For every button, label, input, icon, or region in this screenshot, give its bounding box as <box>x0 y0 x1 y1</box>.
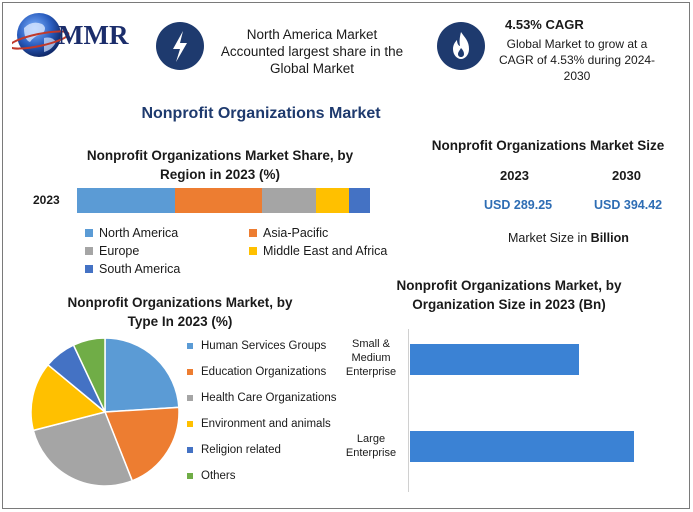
region-segment-2 <box>261 188 316 213</box>
size-year-2023: 2023 <box>500 168 529 183</box>
org-size-bar-1 <box>410 431 634 462</box>
size-unit-note: Market Size in Billion <box>508 231 629 245</box>
legend-swatch <box>187 447 193 453</box>
category-line: Small & <box>352 338 390 350</box>
market-size-title: Nonprofit Organizations Market Size <box>431 138 665 153</box>
globe-icon <box>12 13 70 57</box>
pie-slice-0 <box>104 337 180 413</box>
size-year-2030: 2030 <box>612 168 641 183</box>
type-legend-item: Others <box>187 470 236 482</box>
legend-label: Education Organizations <box>201 366 327 378</box>
legend-label: Others <box>201 470 236 482</box>
region-segment-4 <box>349 188 370 213</box>
type-legend-item: Human Services Groups <box>187 340 326 352</box>
pie-slice-5 <box>72 337 106 413</box>
legend-swatch <box>85 247 93 255</box>
category-line: Enterprise <box>345 447 397 459</box>
type-pie-chart <box>30 337 180 487</box>
legend-label: North America <box>99 226 179 240</box>
legend-label: Asia-Pacific <box>263 226 329 240</box>
legend-swatch <box>85 265 93 273</box>
region-legend-item: North America <box>85 226 178 240</box>
pie-slice-2 <box>32 411 134 487</box>
org-size-chart-title: Nonprofit Organizations Market, by Organ… <box>396 278 622 312</box>
size-value-2030: USD 394.42 <box>594 198 663 212</box>
legend-label: Europe <box>99 244 140 258</box>
header-north-america-text: North America Market Accounted largest s… <box>220 27 404 76</box>
type-legend-item: Environment and animals <box>187 418 331 430</box>
pie-slice-1 <box>103 406 180 482</box>
type-legend-item: Education Organizations <box>187 366 326 378</box>
legend-swatch <box>187 395 193 401</box>
legend-label: Middle East and Africa <box>263 244 388 258</box>
legend-swatch <box>187 473 193 479</box>
org-size-bar-0 <box>410 344 580 375</box>
cagr-text: Global Market to grow at a CAGR of 4.53%… <box>498 37 656 83</box>
region-segment-1 <box>175 188 262 213</box>
region-legend-item: Middle East and Africa <box>249 244 387 258</box>
type-legend-item: Health Care Organizations <box>187 392 337 404</box>
legend-swatch <box>187 343 193 349</box>
org-size-axis <box>408 329 409 492</box>
legend-swatch <box>187 369 193 375</box>
legend-label: Health Care Organizations <box>201 392 337 404</box>
category-line: Enterprise <box>345 366 397 378</box>
category-line: Large <box>356 433 386 445</box>
region-segment-0 <box>77 188 176 213</box>
lightning-badge <box>156 22 204 70</box>
type-chart-title: Nonprofit Organizations Market, by Type … <box>67 295 293 329</box>
lightning-icon <box>173 31 187 62</box>
region-segment-3 <box>315 188 350 213</box>
region-year-label: 2023 <box>33 193 60 207</box>
main-title: Nonprofit Organizations Market <box>141 105 381 122</box>
brand-logo-text: MMR <box>58 20 129 50</box>
legend-swatch <box>187 421 193 427</box>
size-value-2023: USD 289.25 <box>484 198 553 212</box>
legend-label: Religion related <box>201 444 281 456</box>
pie-slice-3 <box>30 363 107 432</box>
cagr-title: 4.53% CAGR <box>505 17 584 32</box>
legend-label: Human Services Groups <box>201 340 327 352</box>
category-line: Medium <box>351 352 391 364</box>
region-legend-item: Asia-Pacific <box>249 226 328 240</box>
region-stacked-bar <box>77 188 370 213</box>
legend-swatch <box>249 229 257 237</box>
legend-label: Environment and animals <box>201 418 331 430</box>
legend-swatch <box>249 247 257 255</box>
fire-icon <box>453 32 469 59</box>
fire-badge <box>437 22 485 70</box>
org-size-category-label: Large Enterprise <box>331 432 411 460</box>
legend-label: South America <box>99 262 181 276</box>
region-legend-item: South America <box>85 262 180 276</box>
legend-swatch <box>85 229 93 237</box>
org-size-category-label: Small & Medium Enterprise <box>331 337 411 379</box>
type-legend-item: Religion related <box>187 444 281 456</box>
region-legend-item: Europe <box>85 244 139 258</box>
region-chart-title: Nonprofit Organizations Market Share, by… <box>86 148 354 182</box>
